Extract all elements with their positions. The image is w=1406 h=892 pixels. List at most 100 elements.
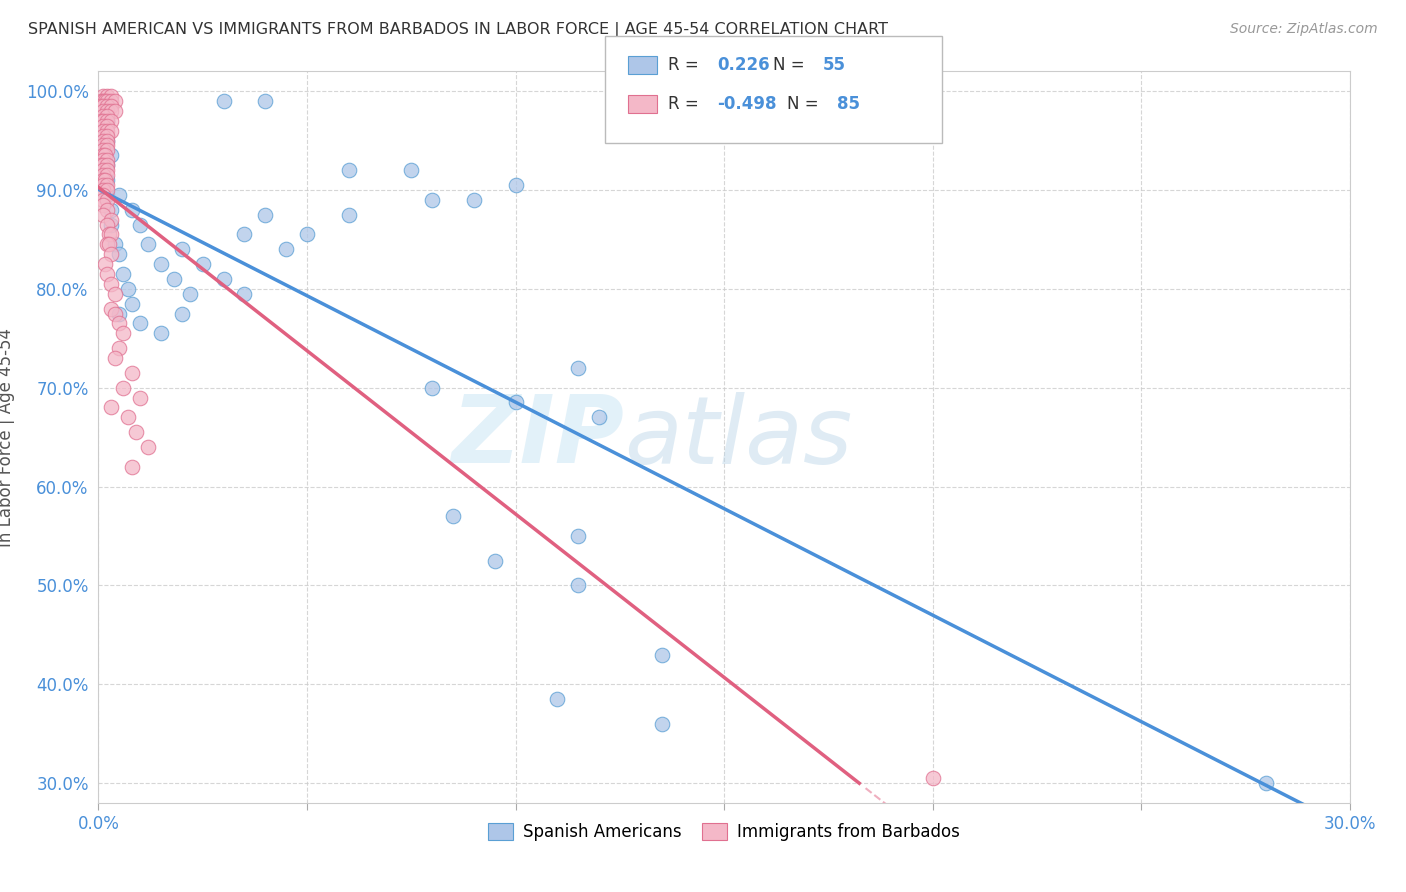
Point xyxy=(100,123,122,137)
Point xyxy=(100,202,122,217)
Point xyxy=(546,692,568,706)
Point xyxy=(104,94,127,108)
Point xyxy=(96,103,118,118)
Point xyxy=(651,716,673,731)
Point xyxy=(117,410,139,425)
Point xyxy=(441,509,464,524)
Point xyxy=(96,134,118,148)
Point xyxy=(91,128,114,143)
Point xyxy=(191,257,214,271)
Text: ZIP: ZIP xyxy=(451,391,624,483)
Point xyxy=(91,148,114,162)
Point xyxy=(96,138,118,153)
Point xyxy=(91,119,114,133)
Point xyxy=(295,227,318,242)
Text: 55: 55 xyxy=(823,56,845,74)
Point xyxy=(91,144,114,158)
Point xyxy=(567,578,589,592)
Point xyxy=(100,113,122,128)
Point xyxy=(96,99,118,113)
Point xyxy=(96,158,118,172)
Point xyxy=(96,144,118,158)
Point xyxy=(108,306,131,320)
Point xyxy=(91,193,114,207)
Point xyxy=(337,208,360,222)
Point xyxy=(108,188,131,202)
Point xyxy=(96,218,118,232)
Point xyxy=(96,267,118,281)
Point xyxy=(100,227,122,242)
Point xyxy=(170,306,193,320)
Point xyxy=(93,173,115,187)
Point xyxy=(567,529,589,543)
Point xyxy=(162,272,184,286)
Point xyxy=(91,153,114,168)
Point xyxy=(170,242,193,256)
Point xyxy=(91,103,114,118)
Point xyxy=(91,178,114,192)
Point xyxy=(96,202,118,217)
Point xyxy=(104,286,127,301)
Point xyxy=(96,119,118,133)
Point xyxy=(179,286,201,301)
Point xyxy=(91,123,114,137)
Point xyxy=(96,178,118,192)
Point xyxy=(104,351,127,365)
Point xyxy=(150,326,173,341)
Point xyxy=(254,208,277,222)
Y-axis label: In Labor Force | Age 45-54: In Labor Force | Age 45-54 xyxy=(0,327,14,547)
Point xyxy=(91,198,114,212)
Point xyxy=(1256,776,1278,790)
Point xyxy=(505,395,527,409)
Point xyxy=(212,272,235,286)
Point xyxy=(212,94,235,108)
Point xyxy=(108,247,131,261)
Point xyxy=(96,237,118,252)
Point xyxy=(96,163,118,178)
Point xyxy=(233,286,256,301)
Point xyxy=(100,103,122,118)
Point xyxy=(420,193,443,207)
Point xyxy=(96,109,118,123)
Point xyxy=(150,257,173,271)
Point xyxy=(97,237,120,252)
Point xyxy=(96,113,118,128)
Point xyxy=(108,317,131,331)
Point xyxy=(96,158,118,172)
Point xyxy=(91,99,114,113)
Point xyxy=(96,188,118,202)
Point xyxy=(91,134,114,148)
Text: atlas: atlas xyxy=(624,392,852,483)
Point xyxy=(96,134,118,148)
Point xyxy=(91,208,114,222)
Text: -0.498: -0.498 xyxy=(717,95,776,113)
Point xyxy=(91,163,114,178)
Text: 0.226: 0.226 xyxy=(717,56,769,74)
Point xyxy=(129,391,152,405)
Point xyxy=(112,381,135,395)
Point xyxy=(100,218,122,232)
Point xyxy=(129,317,152,331)
Point xyxy=(233,227,256,242)
Point xyxy=(96,168,118,182)
Point xyxy=(100,247,122,261)
Point xyxy=(93,94,115,108)
Point xyxy=(89,99,111,113)
Point xyxy=(96,89,118,103)
Point xyxy=(96,94,118,108)
Point xyxy=(91,113,114,128)
Point xyxy=(484,554,506,568)
Point xyxy=(89,113,111,128)
Point xyxy=(104,103,127,118)
Point xyxy=(337,163,360,178)
Point xyxy=(91,134,114,148)
Point xyxy=(104,237,127,252)
Point xyxy=(89,94,111,108)
Text: SPANISH AMERICAN VS IMMIGRANTS FROM BARBADOS IN LABOR FORCE | AGE 45-54 CORRELAT: SPANISH AMERICAN VS IMMIGRANTS FROM BARB… xyxy=(28,22,889,38)
Point xyxy=(254,94,277,108)
Point xyxy=(96,128,118,143)
Point xyxy=(96,193,118,207)
Point xyxy=(91,138,114,153)
Point xyxy=(91,94,114,108)
Point xyxy=(100,401,122,415)
